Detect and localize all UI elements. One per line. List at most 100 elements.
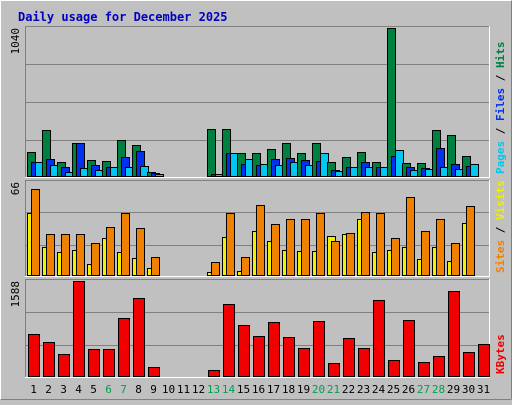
- chart-title: Daily usage for December 2025: [18, 10, 228, 24]
- label-separator: /: [494, 220, 507, 240]
- x-tick-label-day-19: 19: [297, 383, 310, 396]
- bar-kbytes-day-19: [298, 348, 310, 377]
- bar-sites-day-6: [106, 227, 115, 276]
- bar-kbytes-day-22: [343, 338, 355, 377]
- bar-pages-day-8: [140, 166, 149, 177]
- x-tick-label-day-22: 22: [342, 383, 355, 396]
- right-label-pages: Pages: [494, 141, 507, 174]
- bar-sites-day-2: [46, 234, 55, 276]
- bar-kbytes-day-26: [403, 320, 415, 377]
- bar-kbytes-day-6: [103, 349, 115, 377]
- y-max-label: 1040: [9, 28, 22, 55]
- bar-kbytes-day-4: [73, 281, 85, 377]
- bar-sites-day-17: [271, 224, 280, 276]
- bar-kbytes-day-30: [463, 352, 475, 377]
- x-tick-label-day-1: 1: [30, 383, 37, 396]
- bar-kbytes-day-20: [313, 321, 325, 377]
- bar-sites-day-1: [31, 189, 40, 276]
- bar-kbytes-day-8: [133, 298, 145, 377]
- x-tick-label-day-23: 23: [357, 383, 370, 396]
- bar-pages-day-9: [155, 174, 164, 177]
- bar-kbytes-day-29: [448, 291, 460, 377]
- x-tick-label-day-20: 20: [312, 383, 325, 396]
- bar-kbytes-day-27: [418, 362, 430, 377]
- bar-kbytes-day-31: [478, 344, 490, 377]
- bar-sites-day-23: [361, 212, 370, 276]
- x-tick-label-day-14: 14: [222, 383, 236, 396]
- bar-sites-day-24: [376, 213, 385, 276]
- bar-kbytes-day-28: [433, 356, 445, 377]
- bar-pages-day-30: [470, 164, 479, 177]
- x-tick-label-day-26: 26: [402, 383, 415, 396]
- x-tick-label-day-12: 12: [192, 383, 205, 396]
- bar-sites-day-15: [241, 257, 250, 276]
- x-tick-label-day-27: 27: [417, 383, 430, 396]
- x-tick-label-day-4: 4: [75, 383, 82, 396]
- x-tick-label-day-9: 9: [150, 383, 157, 396]
- bars-visits: [27, 189, 475, 276]
- x-tick-label-day-29: 29: [447, 383, 460, 396]
- x-tick-label-day-6: 6: [105, 383, 112, 396]
- bar-sites-day-29: [451, 243, 460, 276]
- y-max-label: 66: [9, 182, 22, 195]
- bar-kbytes-day-3: [58, 354, 70, 377]
- bar-kbytes-day-13: [208, 370, 220, 377]
- bar-sites-day-28: [436, 219, 445, 276]
- panels: 1040 Pages / Files / Hits 66 Sites / Visits…: [9, 26, 507, 378]
- bar-kbytes-day-15: [238, 325, 250, 377]
- right-series-label: Sites / Visits: [494, 180, 507, 273]
- bar-sites-day-13: [211, 262, 220, 276]
- bar-kbytes-day-9: [148, 367, 160, 377]
- bar-kbytes-day-7: [118, 318, 130, 377]
- x-tick-label-day-5: 5: [90, 383, 97, 396]
- label-separator: /: [494, 121, 507, 141]
- panel-visits: 66 Sites / Visits: [9, 180, 507, 277]
- bar-sites-day-16: [256, 205, 265, 276]
- panel-kbytes: 1588 KBytes: [9, 279, 507, 378]
- right-label-kbytes: KBytes: [494, 334, 507, 374]
- x-tick-label-day-3: 3: [60, 383, 67, 396]
- panel-hits: 1040 Pages / Files / Hits: [9, 26, 507, 178]
- x-tick-label-day-17: 17: [267, 383, 280, 396]
- bar-sites-day-9: [151, 257, 160, 276]
- bar-hits-day-25: [387, 28, 396, 177]
- bar-sites-day-4: [76, 234, 85, 276]
- bar-sites-day-14: [226, 213, 235, 276]
- bar-kbytes-day-17: [268, 322, 280, 377]
- x-tick-label-day-21: 21: [327, 383, 340, 396]
- bar-sites-day-7: [121, 213, 130, 276]
- x-tick-label-day-25: 25: [387, 383, 400, 396]
- right-label-hits: Hits: [494, 42, 507, 69]
- bar-sites-day-25: [391, 238, 400, 276]
- bar-sites-day-18: [286, 219, 295, 276]
- x-tick-label-day-13: 13: [207, 383, 220, 396]
- x-tick-label-day-10: 10: [162, 383, 175, 396]
- bar-sites-day-3: [61, 234, 70, 276]
- x-tick-label-day-15: 15: [237, 383, 250, 396]
- bar-sites-day-21: [331, 241, 340, 276]
- x-tick-label-day-8: 8: [135, 383, 142, 396]
- bar-kbytes-day-14: [223, 304, 235, 377]
- x-tick-label-day-31: 31: [477, 383, 490, 396]
- x-tick-label-day-11: 11: [177, 383, 190, 396]
- bar-sites-day-8: [136, 228, 145, 276]
- bar-hits-day-13: [207, 129, 216, 177]
- x-axis-labels: 1 2 3 4 5 6 7 8 9 10 11 12 13 14 15 16 17 18 19 20 21 22 23 24 2…: [30, 383, 490, 396]
- bar-kbytes-day-25: [388, 360, 400, 377]
- y-max-label: 1588: [9, 281, 22, 308]
- bar-sites-day-22: [346, 233, 355, 276]
- bar-sites-day-5: [91, 243, 100, 276]
- bar-kbytes-day-23: [358, 348, 370, 377]
- right-label-sites: Sites: [494, 240, 507, 273]
- right-label-files: Files: [494, 88, 507, 121]
- bar-kbytes-day-5: [88, 349, 100, 377]
- bar-kbytes-day-18: [283, 337, 295, 377]
- x-tick-label-day-28: 28: [432, 383, 445, 396]
- right-series-label: Pages / Files / Hits: [494, 42, 507, 175]
- x-tick-label-day-7: 7: [120, 383, 127, 396]
- bar-kbytes-day-21: [328, 363, 340, 377]
- label-separator: /: [494, 68, 507, 88]
- bar-kbytes-day-2: [43, 342, 55, 377]
